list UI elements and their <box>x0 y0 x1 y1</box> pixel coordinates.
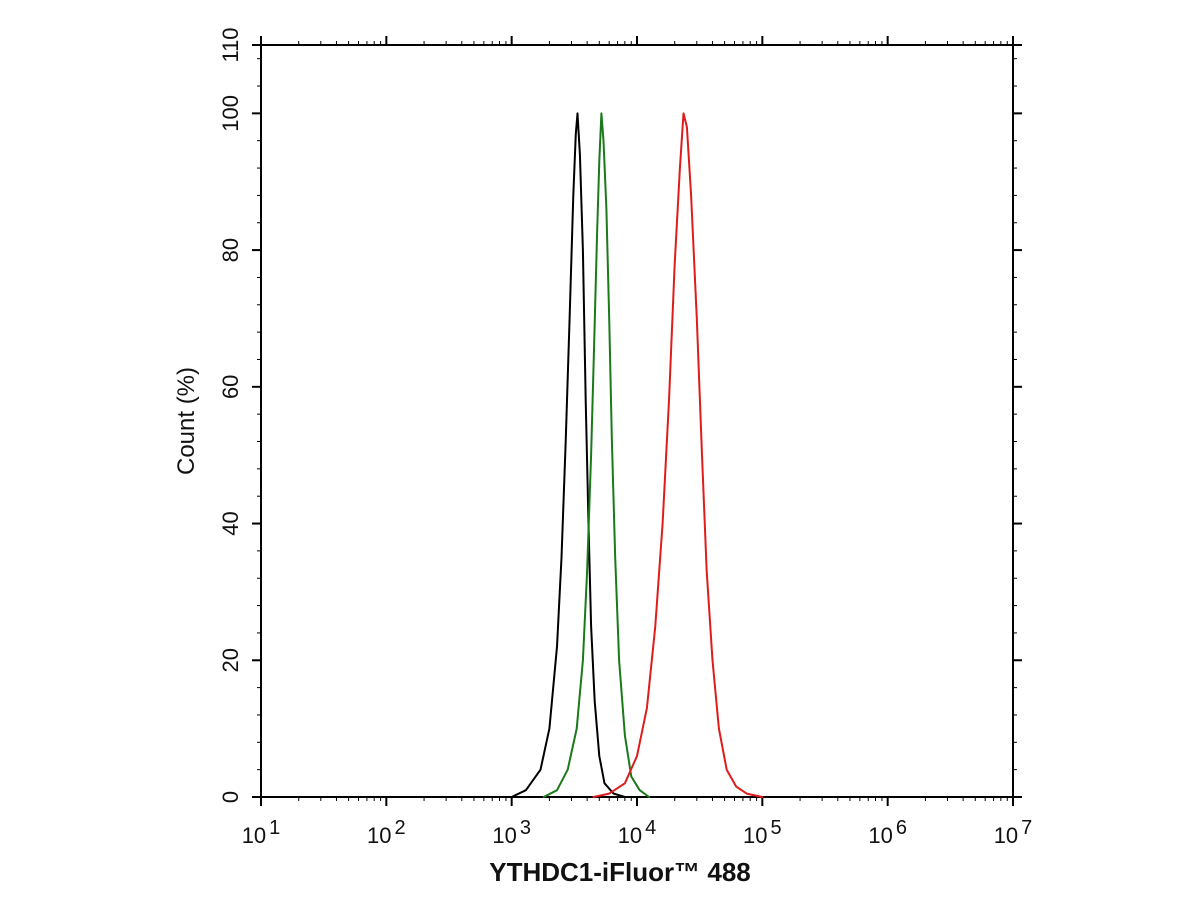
series-layer <box>510 112 764 798</box>
y-tick-label: 80 <box>218 238 243 262</box>
x-tick-label: 10 7 <box>994 817 1033 848</box>
x-tick-label: 10 1 <box>242 817 281 848</box>
series-line-1 <box>510 112 626 798</box>
y-tick-labels: 0 20 40 60 80 100 110 <box>218 27 243 803</box>
y-axis-title: Count (%) <box>173 367 200 475</box>
x-tick-label: 10 5 <box>743 817 782 848</box>
x-tick-label: 10 3 <box>492 817 531 848</box>
x-tick-label: 10 2 <box>367 817 406 848</box>
x-tick-labels: 10 1 10 2 10 3 10 4 10 5 10 6 10 7 <box>242 817 1033 848</box>
major-ticks <box>252 36 1022 806</box>
plot-frame <box>260 44 1014 798</box>
x-axis-title: YTHDC1-iFluor™ 488 <box>489 857 751 887</box>
x-tick-label: 10 4 <box>618 817 657 848</box>
y-tick-label: 110 <box>218 27 243 62</box>
y-tick-label: 100 <box>218 95 243 132</box>
y-tick-label: 0 <box>218 791 243 803</box>
y-tick-label: 20 <box>218 648 243 672</box>
minor-ticks <box>257 41 1017 801</box>
series-line-2 <box>542 112 651 798</box>
x-tick-label: 10 6 <box>868 817 907 848</box>
y-tick-label: 60 <box>218 375 243 399</box>
y-tick-label: 40 <box>218 511 243 535</box>
series-line-3 <box>592 112 764 798</box>
